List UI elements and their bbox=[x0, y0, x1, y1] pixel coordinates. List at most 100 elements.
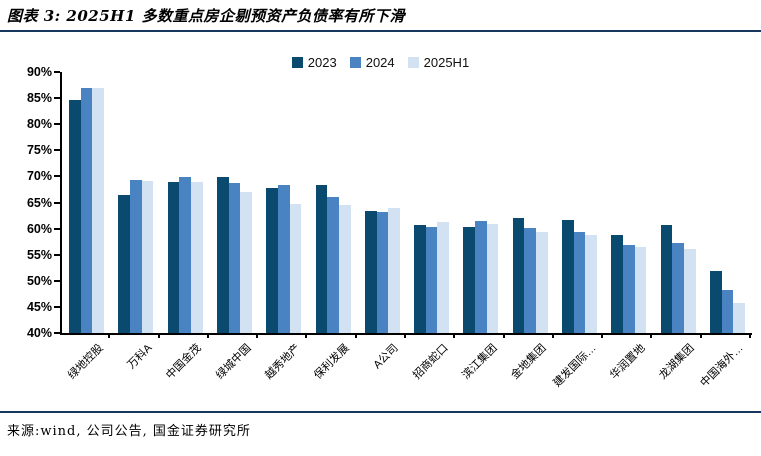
bar-2024-A公司 bbox=[376, 212, 389, 333]
y-axis-tick-label: 60% bbox=[26, 221, 52, 236]
x-axis-tick-mark bbox=[256, 333, 259, 338]
x-axis-tick-mark bbox=[206, 333, 209, 338]
bar-2023-中国金茂 bbox=[167, 181, 180, 333]
chart-legend: 2023 2024 2025H1 bbox=[0, 54, 761, 70]
y-axis-tick-mark bbox=[54, 123, 60, 126]
legend-label: 2024 bbox=[365, 54, 395, 70]
bar-2024-滨江集团 bbox=[475, 220, 487, 333]
bar-2023-绿城中国 bbox=[217, 176, 229, 333]
bar-2023-招商蛇口 bbox=[414, 225, 426, 333]
bar-2024-华润置地 bbox=[622, 245, 635, 333]
x-axis-category-label: 绿地控股 bbox=[65, 342, 106, 382]
bar-2025H1-中国海外… bbox=[733, 302, 745, 333]
bar-2023-绿地控股 bbox=[69, 99, 81, 333]
bar-2024-中国海外… bbox=[721, 289, 734, 333]
bar-2025H1-滨江集团 bbox=[486, 223, 499, 333]
legend-swatch-2024 bbox=[349, 56, 361, 68]
x-axis-tick-mark bbox=[354, 333, 357, 338]
x-axis-tick-mark bbox=[157, 333, 160, 338]
x-axis-tick-mark bbox=[453, 333, 456, 338]
x-axis-tick-mark bbox=[108, 333, 111, 338]
y-axis-tick-mark bbox=[54, 305, 60, 308]
x-axis-tick-mark bbox=[699, 333, 702, 338]
x-axis-category-label: 万科A bbox=[125, 342, 155, 372]
y-axis-tick-label: 55% bbox=[26, 247, 52, 262]
bar-2023-华润置地 bbox=[611, 234, 623, 333]
x-axis-category-label: 越秀地产 bbox=[262, 342, 303, 382]
x-axis-tick-mark bbox=[404, 333, 406, 338]
bar-2025H1-越秀地产 bbox=[289, 204, 302, 333]
x-axis-category-label: 华润置地 bbox=[607, 342, 648, 382]
bar-2023-滨江集团 bbox=[463, 226, 476, 333]
bar-2024-保利发展 bbox=[327, 197, 339, 333]
bar-2024-绿城中国 bbox=[228, 183, 241, 333]
bar-2024-建发国际… bbox=[573, 231, 586, 333]
y-axis-tick-label: 40% bbox=[26, 326, 52, 340]
x-axis-tick-mark bbox=[601, 333, 604, 338]
y-axis-tick-label: 80% bbox=[26, 117, 52, 132]
legend-swatch-2025H1 bbox=[407, 56, 419, 68]
x-axis-tick-mark bbox=[502, 333, 505, 338]
source-divider bbox=[0, 411, 761, 413]
figure-title: 图表 3: 2025H1 多数重点房企剔预资产负债率有所下滑 bbox=[7, 7, 406, 25]
y-axis-tick-mark bbox=[54, 175, 60, 178]
legend-item-2025H1: 2025H1 bbox=[407, 54, 470, 70]
bar-2024-招商蛇口 bbox=[425, 227, 438, 333]
bar-2024-龙湖集团 bbox=[672, 243, 684, 333]
legend-swatch-2023 bbox=[291, 56, 303, 68]
bar-2025H1-保利发展 bbox=[338, 204, 351, 333]
legend-label: 2025H1 bbox=[423, 54, 470, 70]
bar-2025H1-金地集团 bbox=[536, 232, 548, 333]
source-text: 来源:wind, 公司公告, 国金证券研究所 bbox=[7, 424, 251, 439]
x-axis-category-label: 龙湖集团 bbox=[657, 342, 697, 382]
bar-2023-万科A bbox=[118, 194, 131, 333]
x-axis-tick-mark bbox=[551, 333, 554, 338]
bar-2024-绿地控股 bbox=[80, 87, 93, 333]
bar-2025H1-招商蛇口 bbox=[437, 222, 450, 333]
bar-2025H1-中国金茂 bbox=[191, 182, 203, 333]
y-axis-tick-mark bbox=[54, 227, 60, 230]
bar-2023-越秀地产 bbox=[266, 187, 278, 333]
y-axis-tick-mark bbox=[54, 279, 60, 282]
bar-2024-越秀地产 bbox=[277, 184, 290, 333]
y-axis-tick-mark bbox=[54, 97, 60, 100]
y-axis-tick-mark bbox=[54, 253, 60, 256]
bar-2025H1-A公司 bbox=[388, 208, 400, 333]
bar-2025H1-万科A bbox=[141, 180, 154, 333]
title-divider bbox=[0, 30, 761, 32]
bar-2023-金地集团 bbox=[512, 218, 525, 333]
legend-item-2023: 2023 bbox=[291, 54, 337, 70]
bar-2023-建发国际… bbox=[562, 220, 574, 333]
y-axis-tick-mark bbox=[54, 332, 60, 334]
x-axis-category-label: 保利发展 bbox=[312, 342, 352, 382]
y-axis-tick-mark bbox=[54, 149, 60, 152]
y-axis-tick-label: 90% bbox=[26, 65, 52, 79]
x-axis-tick-mark bbox=[650, 333, 653, 338]
bar-2025H1-龙湖集团 bbox=[683, 248, 696, 333]
bar-2023-龙湖集团 bbox=[660, 225, 673, 333]
bar-2025H1-绿城中国 bbox=[240, 191, 252, 333]
bar-2023-A公司 bbox=[364, 210, 377, 333]
bar-2025H1-建发国际… bbox=[585, 234, 597, 333]
x-axis-tick-mark bbox=[305, 333, 308, 338]
bar-2025H1-华润置地 bbox=[634, 247, 647, 333]
bar-2025H1-绿地控股 bbox=[92, 87, 105, 333]
bar-2024-万科A bbox=[130, 179, 142, 333]
y-axis-tick-label: 65% bbox=[26, 195, 52, 210]
y-axis-tick-label: 45% bbox=[26, 299, 52, 314]
y-axis-tick-mark bbox=[54, 71, 60, 73]
x-axis-tick-mark bbox=[749, 333, 751, 338]
bar-2024-金地集团 bbox=[524, 227, 537, 333]
y-axis-tick-label: 70% bbox=[26, 169, 52, 184]
legend-label: 2023 bbox=[307, 54, 337, 70]
bar-2023-中国海外… bbox=[709, 270, 722, 333]
plot-area bbox=[60, 72, 752, 335]
legend-item-2024: 2024 bbox=[349, 54, 395, 70]
y-axis-tick-label: 85% bbox=[26, 91, 52, 106]
y-axis-tick-mark bbox=[54, 201, 60, 204]
bar-2024-中国金茂 bbox=[179, 177, 192, 333]
x-axis-category-label: 滨江集团 bbox=[459, 342, 500, 382]
y-axis-tick-label: 50% bbox=[26, 273, 52, 288]
y-axis-tick-label: 75% bbox=[26, 143, 52, 158]
